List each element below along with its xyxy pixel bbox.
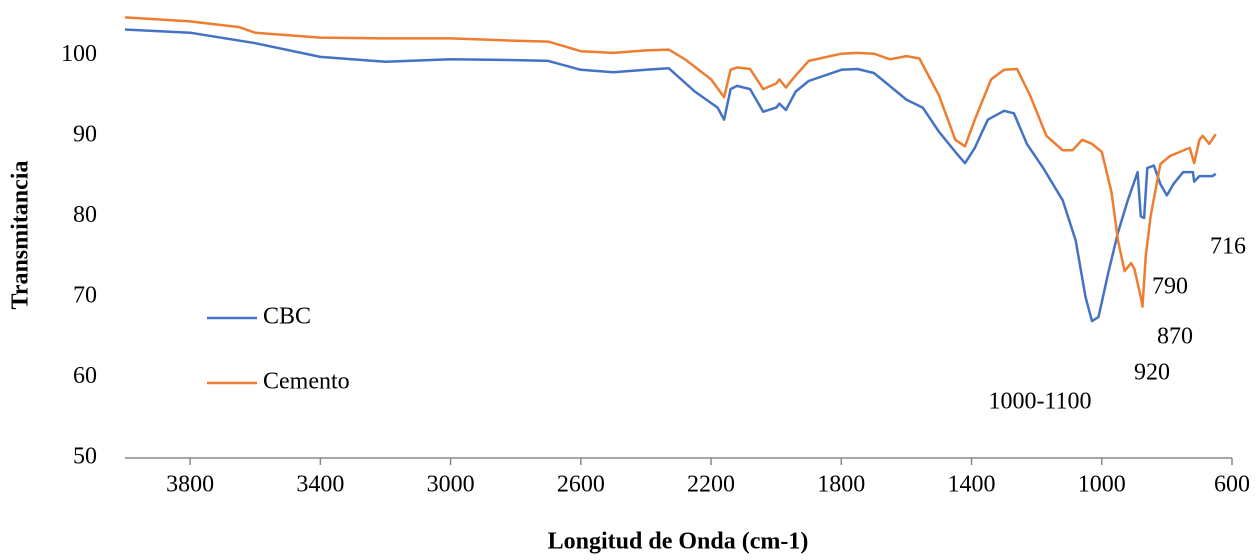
line-series: [124, 16, 1217, 308]
annotation: 920: [1134, 360, 1170, 386]
x-axis-title: Longitud de Onda (cm-1): [548, 529, 809, 555]
legend-label: Cemento: [263, 369, 350, 395]
x-tick-label: 2200: [687, 472, 735, 498]
x-tick-label: 1000: [1078, 472, 1126, 498]
line-series: [124, 28, 1217, 323]
y-tick-label: 100: [61, 41, 97, 67]
x-tick-label: 1800: [817, 472, 865, 498]
y-tick-label: 70: [73, 282, 97, 308]
x-tick-label: 3000: [427, 472, 475, 498]
x-tick-label: 3800: [166, 472, 214, 498]
y-axis-title: Transmitancia: [8, 161, 34, 310]
annotation: 870: [1157, 324, 1193, 350]
x-tick-label: 2600: [557, 472, 605, 498]
annotation: 716: [1210, 234, 1246, 260]
legend-label: CBC: [263, 304, 311, 330]
x-tick-label: 1400: [948, 472, 996, 498]
y-tick-label: 90: [73, 121, 97, 147]
x-tick-label: 600: [1214, 472, 1250, 498]
y-tick-label: 60: [73, 363, 97, 389]
y-tick-label: 80: [73, 202, 97, 228]
annotation: 1000-1100: [988, 389, 1091, 415]
x-tick-label: 3400: [296, 472, 344, 498]
y-tick-label: 50: [73, 444, 97, 470]
annotation: 790: [1152, 274, 1188, 300]
